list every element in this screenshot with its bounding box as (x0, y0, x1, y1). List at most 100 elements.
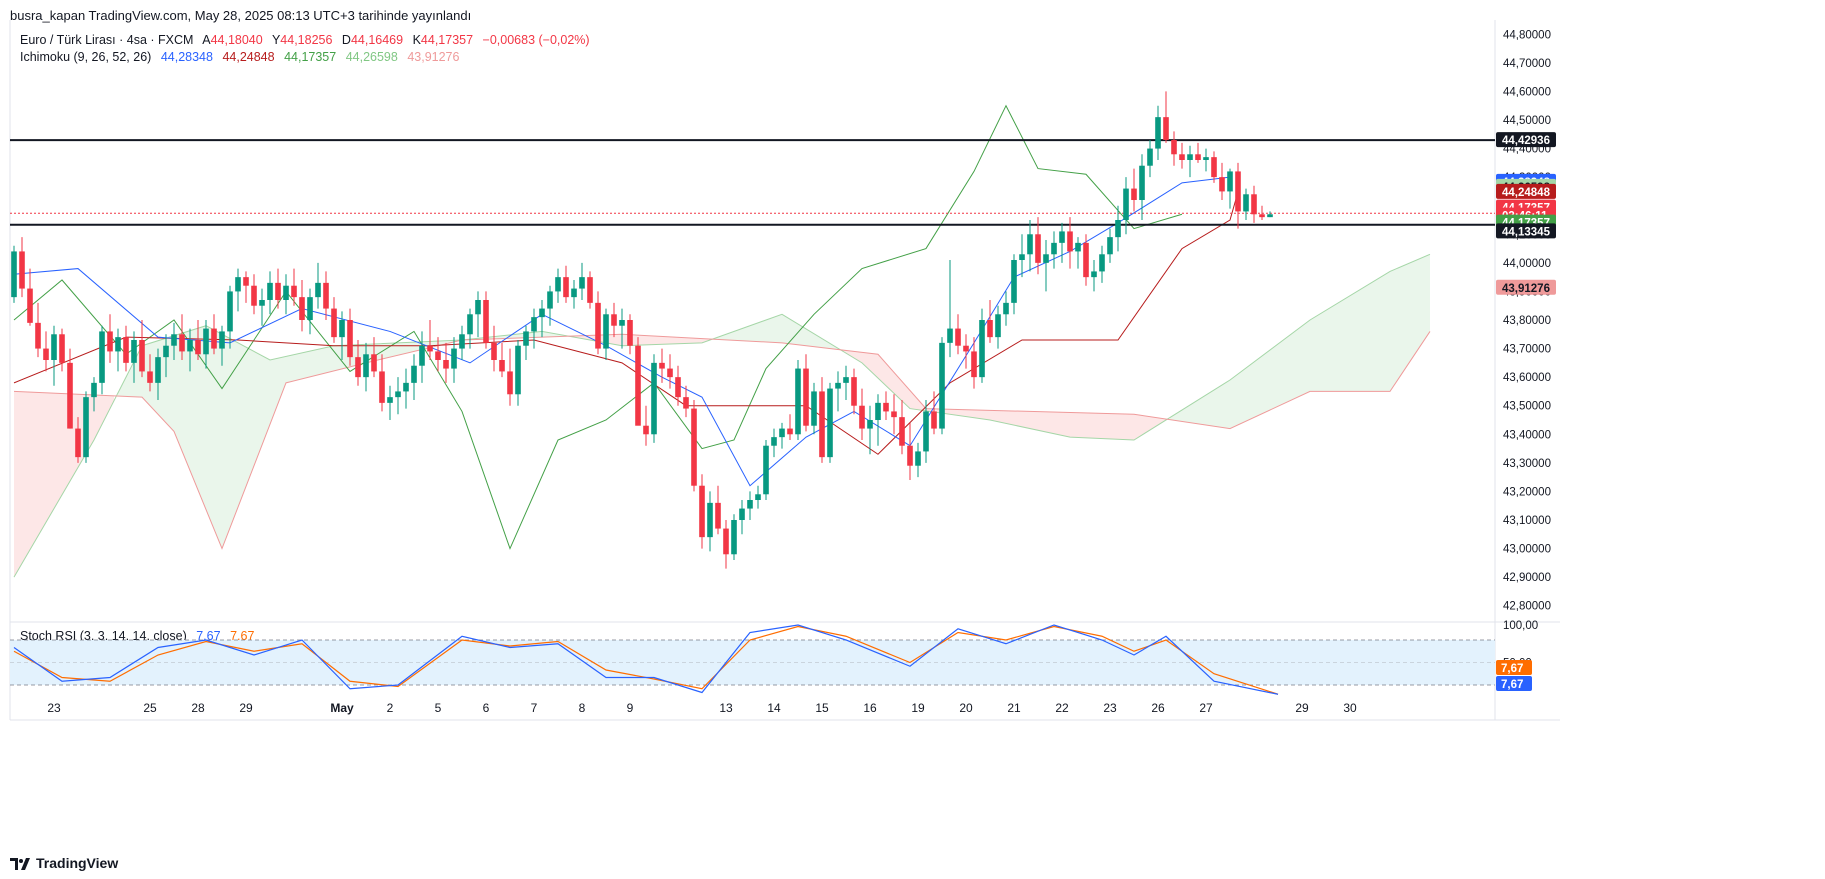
candle-up (995, 314, 1001, 338)
price-tick-label: 42,90000 (1503, 572, 1551, 584)
candle-up (363, 354, 369, 378)
cloud-bullish (1170, 254, 1430, 429)
time-tick-label: 14 (767, 701, 781, 715)
time-tick-label: 22 (1055, 701, 1069, 715)
time-tick-label: 5 (435, 701, 442, 715)
candle-down (243, 277, 249, 286)
price-tick-label: 44,60000 (1503, 86, 1551, 98)
candle-up (171, 334, 177, 346)
candle-up (1203, 157, 1209, 160)
candle-down (443, 360, 449, 369)
candle-up (1187, 154, 1193, 160)
candle-down (563, 277, 569, 298)
close-value: 44,17357 (420, 33, 474, 47)
cloud-bullish (118, 325, 566, 549)
candle-up (939, 342, 945, 429)
candle-down (1131, 188, 1137, 200)
candle-down (195, 340, 201, 355)
time-tick-label: May (330, 701, 354, 715)
candle-down (595, 302, 601, 349)
candle-down (483, 300, 489, 343)
low-value: 44,16469 (350, 33, 404, 47)
stoch-badge (1496, 660, 1532, 675)
cloud-bearish (842, 350, 1166, 440)
stoch-name[interactable]: Stoch RSI (3, 3, 14, 14, close) (20, 629, 187, 643)
candle-down (819, 391, 825, 458)
price-tick-label: 44,50000 (1503, 115, 1551, 127)
cloud-bullish (714, 314, 838, 350)
symbol-name[interactable]: Euro / Türk Lirası · 4sa · FXCM (20, 33, 194, 47)
candle-down (667, 368, 673, 378)
price-tick-label: 44,30000 (1503, 172, 1551, 184)
candle-up (1003, 302, 1009, 315)
candle-down (691, 408, 697, 486)
candle-down (931, 411, 937, 429)
candle-down (891, 411, 897, 418)
ichimoku-lead-a-value: 44,26598 (345, 50, 398, 64)
price-tick-label: 43,30000 (1503, 458, 1551, 470)
candle-up (1115, 220, 1121, 238)
time-tick-label: 30 (1343, 701, 1357, 715)
conversion-line (13, 176, 1231, 487)
candle-up (1075, 242, 1081, 252)
stoch-legend: Stoch RSI (3, 3, 14, 14, close) 7,67 7,6… (20, 629, 260, 643)
candle-down (251, 285, 257, 306)
candle-up (115, 337, 121, 352)
candle-up (867, 420, 873, 429)
candle-down (883, 402, 889, 412)
candle-down (323, 282, 329, 309)
candle-down (1083, 242, 1089, 278)
leading-span-b-line (13, 331, 1431, 550)
close-label: K (412, 33, 421, 47)
candle-down (683, 397, 689, 409)
candle-down (139, 340, 145, 372)
candle-up (515, 345, 521, 395)
candle-down (27, 288, 33, 323)
price-badge (1496, 279, 1556, 295)
candle-up (307, 297, 313, 320)
candle-down (427, 345, 433, 352)
candle-up (835, 382, 841, 389)
price-badge (1496, 223, 1556, 239)
time-tick-label: 29 (239, 701, 253, 715)
price-tick-label: 43,60000 (1503, 372, 1551, 384)
candle-up (1051, 242, 1057, 255)
candle-up (259, 300, 265, 306)
price-tick-label: 43,00000 (1503, 544, 1551, 556)
candle-up (283, 285, 289, 300)
lagging-span-line (13, 104, 1183, 550)
candle-down (1171, 140, 1177, 155)
candle-up (923, 411, 929, 452)
candle-up (235, 277, 241, 292)
tradingview-logo-icon (10, 857, 30, 870)
candle-up (539, 308, 545, 318)
candle-up (1227, 171, 1233, 192)
stoch-tick-label: 50,00 (1503, 658, 1532, 670)
time-tick-label: 13 (719, 701, 733, 715)
candle-down (635, 345, 641, 426)
candle-up (1099, 254, 1105, 272)
candle-down (1035, 234, 1041, 263)
leading-span-a-line (13, 253, 1431, 578)
candle-up (1147, 148, 1153, 166)
price-badge (1496, 132, 1556, 148)
price-badge-label: 44,17357 (1502, 218, 1550, 230)
candle-up (947, 328, 953, 343)
candle-up (1107, 237, 1113, 255)
time-tick-label: 25 (143, 701, 157, 715)
candle-down (491, 342, 497, 360)
candles (11, 91, 1273, 569)
candle-up (99, 331, 105, 383)
high-label: Y (271, 33, 281, 47)
ichimoku-name[interactable]: Ichimoku (9, 26, 52, 26) (20, 50, 152, 64)
candle-down (723, 528, 729, 555)
candle-down (859, 405, 865, 429)
ichimoku-conversion-value: 44,28348 (160, 50, 213, 64)
footer-brand[interactable]: TradingView (36, 855, 119, 871)
candle-up (387, 397, 393, 403)
candle-down (19, 251, 25, 289)
candle-down (291, 285, 297, 298)
low-label: D (341, 33, 351, 47)
open-value: 44,18040 (210, 33, 263, 47)
